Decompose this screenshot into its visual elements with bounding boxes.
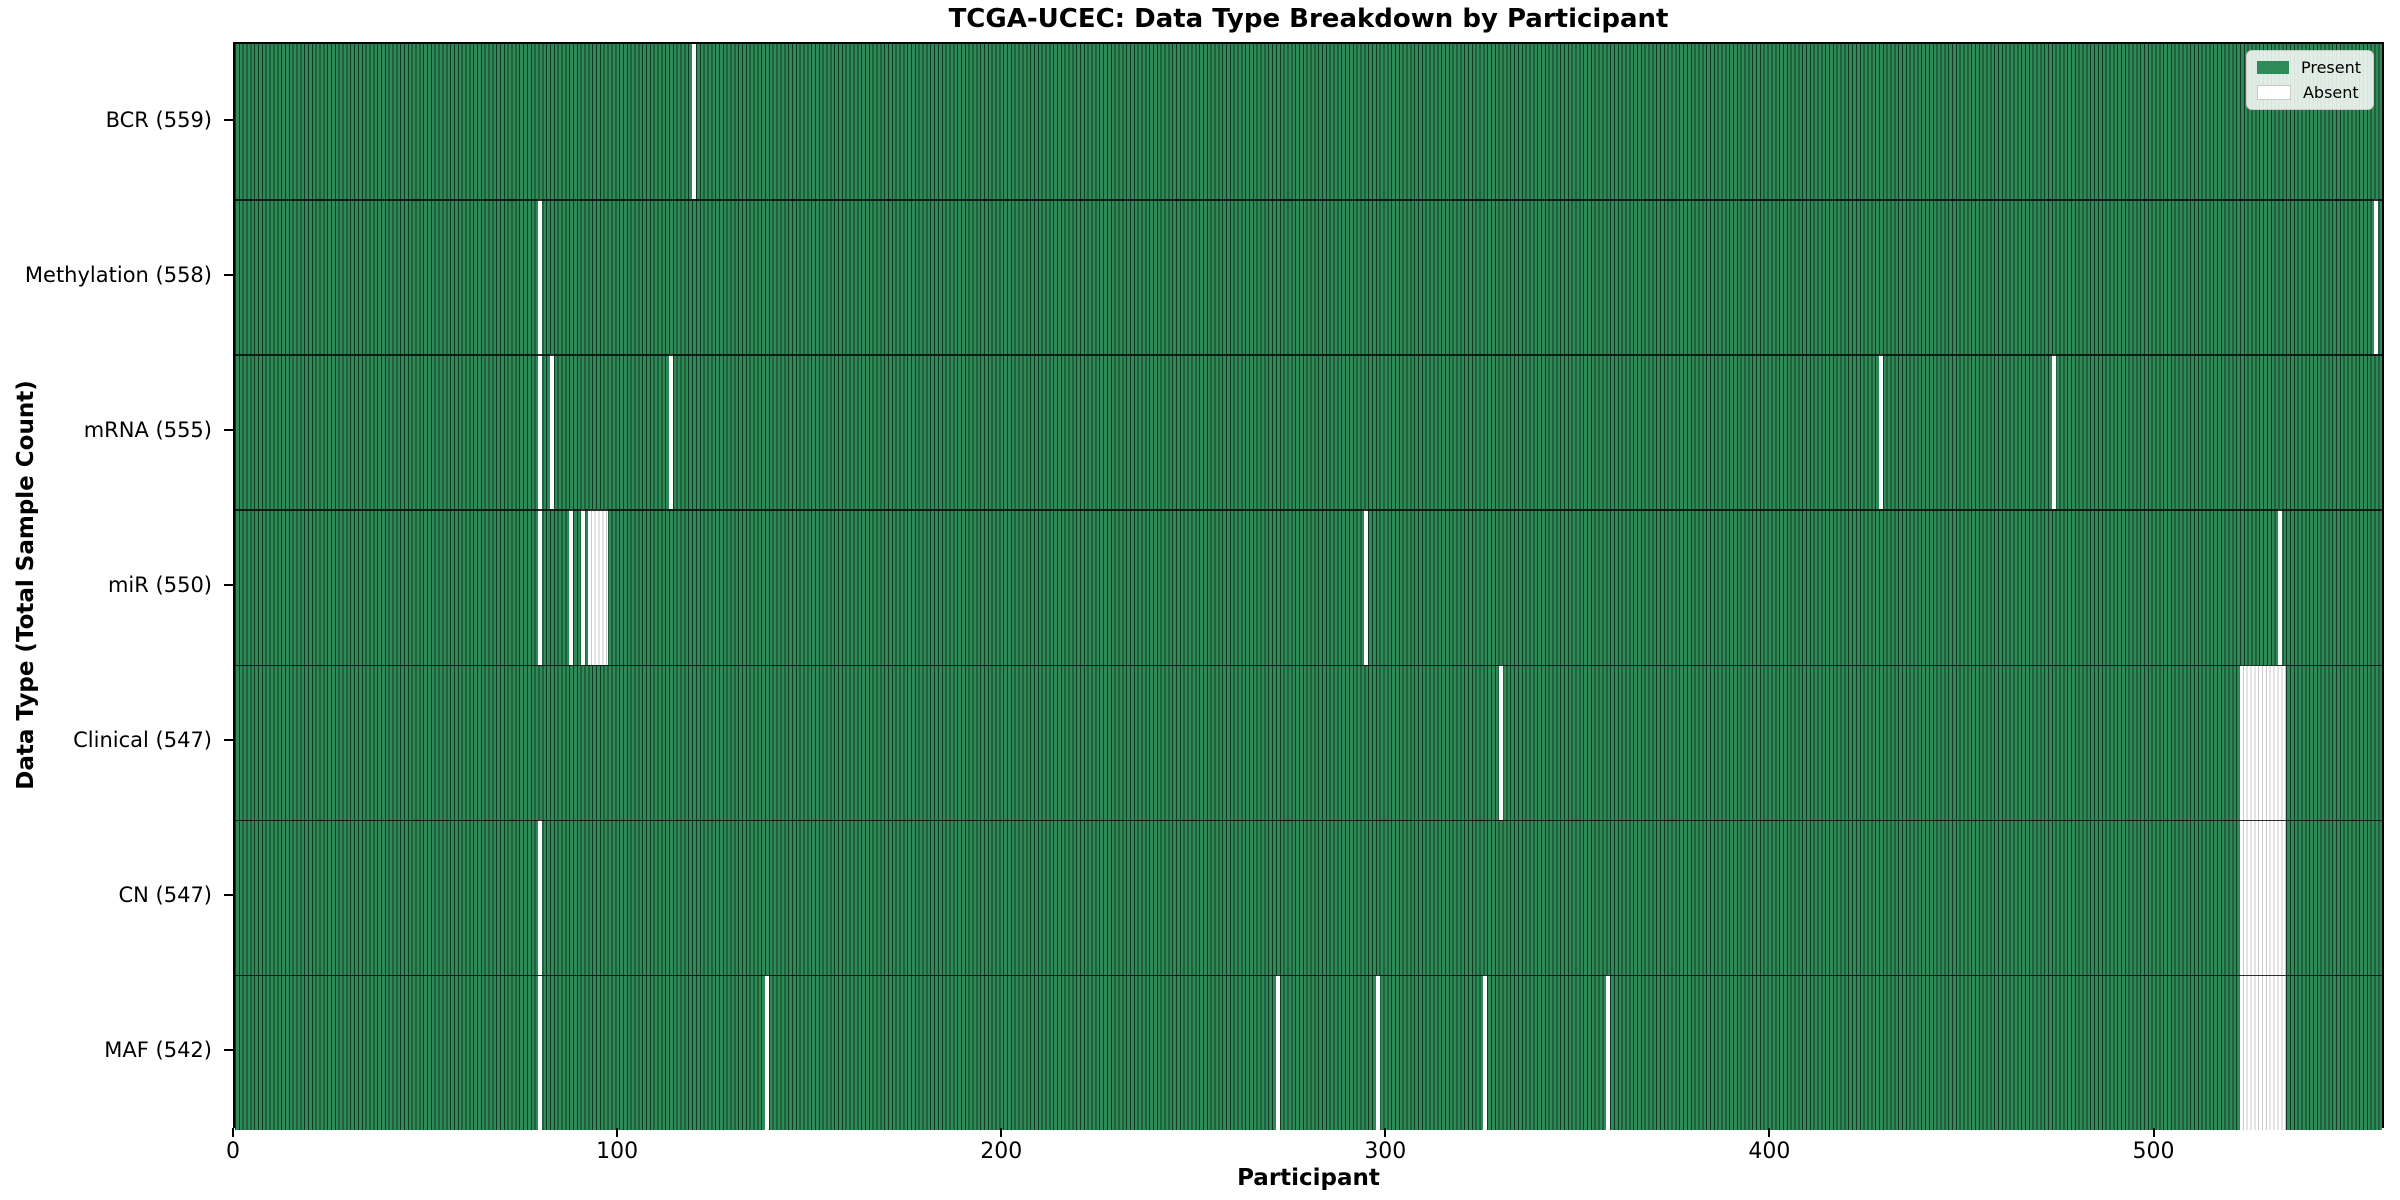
y-tick-label-mrna: mRNA (555) (83, 417, 212, 442)
row-band-cn (235, 819, 2382, 975)
absent-gap (588, 509, 608, 665)
x-tick-label: 500 (2132, 1139, 2175, 1164)
row-separator (235, 819, 2382, 822)
legend-entry-absent: Absent (2256, 83, 2361, 102)
absent-gap (1498, 664, 1503, 820)
row-band-maf (235, 974, 2382, 1130)
x-tick-mark (1000, 1128, 1003, 1137)
x-tick-mark (232, 1128, 234, 1137)
y-tick-mark (224, 1049, 233, 1052)
row-separator (235, 664, 2382, 667)
legend-present-swatch (2256, 61, 2289, 74)
row-separator (235, 354, 2382, 356)
y-tick-label-cn: CN (547) (118, 883, 212, 908)
row-band-clinical (235, 664, 2382, 820)
x-tick-mark (2152, 1128, 2155, 1137)
x-tick-label: 300 (1364, 1139, 1407, 1164)
y-tick-label-mir: miR (550) (107, 573, 212, 597)
y-tick-mark (224, 273, 233, 276)
x-tick-label: 100 (596, 1139, 639, 1164)
absent-gap (569, 509, 573, 665)
absent-gap (1364, 509, 1369, 665)
absent-gap (1375, 974, 1380, 1130)
chart-title: TCGA-UCEC: Data Type Breakdown by Partic… (948, 4, 1669, 34)
x-tick-label: 400 (1748, 1139, 1791, 1164)
x-axis-title: Participant (1237, 1165, 1380, 1191)
absent-gap (2051, 354, 2056, 510)
absent-gap (538, 199, 543, 355)
absent-gap (1483, 974, 1488, 1130)
y-tick-label-clinical: Clinical (547) (73, 728, 212, 753)
y-tick-label-maf: MAF (542) (104, 1038, 212, 1063)
absent-gap (580, 509, 585, 665)
absent-gap (538, 974, 543, 1130)
legend-absent-swatch (2256, 85, 2291, 100)
absent-gap (1606, 974, 1611, 1130)
absent-gap (2278, 509, 2283, 665)
absent-gap (1275, 974, 1280, 1130)
x-tick-mark (616, 1128, 619, 1137)
row-band-mrna (235, 354, 2382, 510)
legend-absent-label: Absent (2302, 83, 2359, 102)
absent-gap (2240, 819, 2287, 975)
absent-gap (1878, 354, 1883, 510)
y-tick-mark (224, 739, 233, 742)
absent-gap (692, 44, 696, 200)
legend-entry-present: Present (2256, 58, 2361, 77)
row-band-methylation (235, 199, 2382, 355)
x-tick-mark (1768, 1128, 1771, 1137)
x-tick-mark (1384, 1128, 1387, 1137)
plot-area: Present Absent (233, 42, 2384, 1130)
absent-gap (669, 354, 673, 510)
row-separator (235, 199, 2382, 201)
y-tick-mark (224, 118, 233, 121)
y-tick-mark (224, 584, 233, 586)
row-band-mir (235, 509, 2382, 665)
y-tick-label-methylation: Methylation (558) (24, 262, 212, 287)
absent-gap (538, 354, 543, 510)
absent-gap (2240, 664, 2287, 820)
x-tick-label: 200 (980, 1139, 1023, 1164)
absent-gap (549, 354, 554, 510)
row-band-bcr (235, 44, 2382, 200)
y-tick-label-bcr: BCR (559) (105, 107, 212, 132)
absent-gap (2374, 199, 2379, 355)
legend: Present Absent (2245, 50, 2374, 110)
legend-present-label: Present (2300, 58, 2361, 77)
absent-gap (538, 509, 543, 665)
row-separator (235, 509, 2382, 512)
absent-gap (765, 974, 769, 1130)
y-tick-mark (224, 894, 233, 897)
y-tick-mark (224, 428, 233, 431)
x-tick-label: 0 (226, 1139, 240, 1164)
row-separator (235, 974, 2382, 977)
absent-gap (538, 819, 543, 975)
absent-gap (2240, 974, 2287, 1130)
